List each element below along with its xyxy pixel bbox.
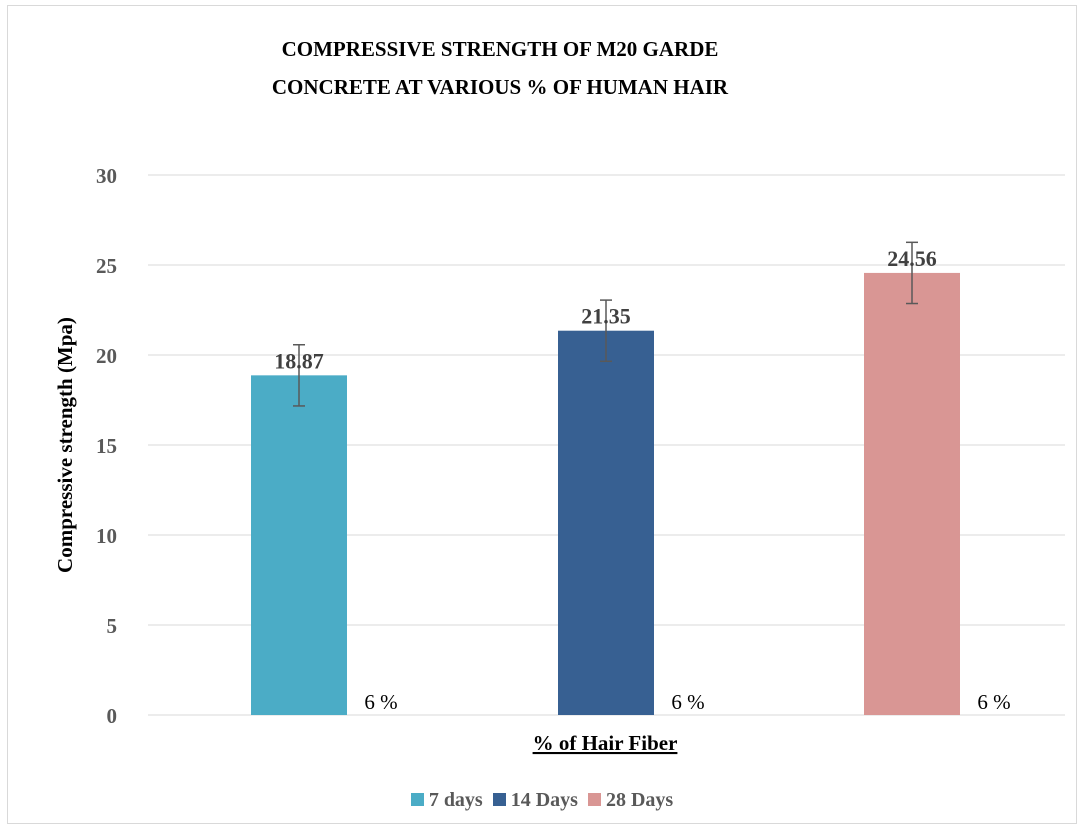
- legend: 7 days 14 Days 28 Days: [0, 789, 1084, 812]
- legend-label-0: 7 days: [428, 789, 483, 811]
- y-tick-label-25: 25: [96, 254, 117, 278]
- y-axis-ticks: 0 5 10 15 20 25 30: [96, 164, 117, 728]
- data-label-2: 24.56: [887, 246, 937, 271]
- category-labels: 6 % 6 % 6 %: [364, 690, 1010, 714]
- chart-frame: [7, 5, 1077, 824]
- bar-28-days: [864, 272, 960, 715]
- bar-14-days: [558, 330, 654, 715]
- y-tick-label-10: 10: [96, 524, 117, 548]
- chart-title: COMPRESSIVE STRENGTH OF M20 GARDE CONCRE…: [0, 30, 1000, 106]
- x-axis-label: % of Hair Fiber: [533, 731, 678, 755]
- legend-swatch-2: [587, 793, 601, 806]
- bar-chart: 0 5 10 15 20 25 30 18.87 21.35 24.56 6 % 6 % 6 % C…: [53, 164, 1065, 755]
- legend-label-2: 28 Days: [605, 789, 674, 811]
- y-tick-label-20: 20: [96, 344, 117, 368]
- error-bars: [293, 241, 918, 407]
- legend-item-0: 7 days: [410, 789, 483, 812]
- chart-title-line-1: COMPRESSIVE STRENGTH OF M20 GARDE: [281, 37, 719, 61]
- chart-title-line-2: CONCRETE AT VARIOUS % OF HUMAN HAIR: [271, 75, 729, 99]
- data-label-0: 18.87: [274, 348, 324, 373]
- legend-item-2: 28 Days: [587, 789, 674, 812]
- data-label-1: 21.35: [581, 304, 631, 329]
- y-tick-label-15: 15: [96, 434, 117, 458]
- data-labels: 18.87 21.35 24.56: [274, 246, 937, 373]
- bars: [251, 272, 960, 715]
- legend-swatch-0: [410, 793, 424, 806]
- category-label-1: 6 %: [671, 690, 704, 714]
- legend-label-1: 14 Days: [510, 789, 578, 811]
- y-tick-label-0: 0: [107, 704, 118, 728]
- y-axis-label: Compressive strength (Mpa): [53, 317, 77, 573]
- legend-swatch-1: [492, 793, 506, 806]
- category-label-0: 6 %: [364, 690, 397, 714]
- y-tick-label-5: 5: [107, 614, 118, 638]
- category-label-2: 6 %: [977, 690, 1010, 714]
- legend-item-1: 14 Days: [492, 789, 578, 812]
- bar-7-days: [251, 375, 347, 715]
- y-tick-label-30: 30: [96, 164, 117, 188]
